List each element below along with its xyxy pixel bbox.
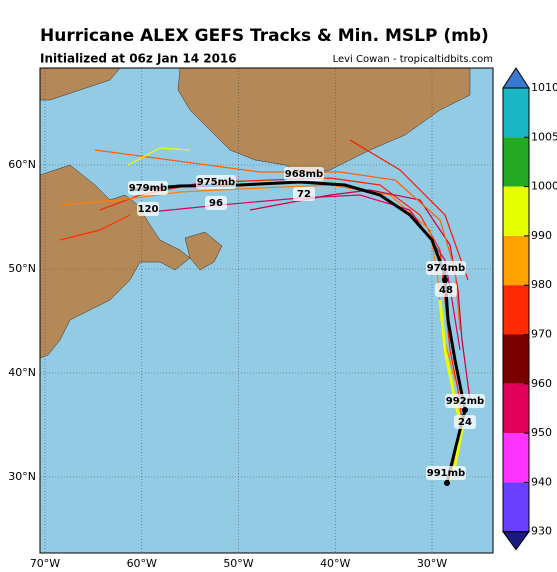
colorbar-label: 930 bbox=[531, 525, 552, 538]
colorbar-label: 970 bbox=[531, 328, 552, 341]
colorbar-segment bbox=[503, 433, 529, 483]
hour-label: 120 bbox=[138, 204, 159, 215]
title: Hurricane ALEX GEFS Tracks & Min. MSLP (… bbox=[40, 26, 489, 46]
colorbar-label: 960 bbox=[531, 377, 552, 390]
pressure-label: 991mb bbox=[427, 468, 465, 479]
lon-label: 30°W bbox=[417, 557, 447, 570]
colorbar-frame bbox=[502, 87, 530, 533]
label-box bbox=[454, 415, 476, 429]
colorbar-segment bbox=[503, 186, 529, 236]
lon-label: 50°W bbox=[223, 557, 253, 570]
colorbar-segment bbox=[503, 482, 529, 532]
lat-label: 60°N bbox=[8, 158, 36, 171]
label-box bbox=[205, 196, 227, 210]
colorbar-label: 980 bbox=[531, 278, 552, 291]
colorbar-label: 1010 bbox=[531, 81, 557, 94]
colorbar-arrow bbox=[502, 67, 530, 89]
lon-label: 40°W bbox=[320, 557, 350, 570]
pressure-label: 992mb bbox=[446, 396, 484, 407]
label-box bbox=[445, 394, 485, 408]
lon-label: 70°W bbox=[30, 557, 60, 570]
colorbar-segment bbox=[503, 285, 529, 335]
colorbar-arrow bbox=[502, 531, 530, 551]
colorbar-label: 950 bbox=[531, 426, 552, 439]
lat-label: 30°N bbox=[8, 470, 36, 483]
label-box bbox=[426, 261, 466, 275]
track-point bbox=[444, 480, 450, 486]
map-frame bbox=[39, 67, 494, 554]
subtitle: Initialized at 06z Jan 14 2016 bbox=[40, 52, 237, 66]
colorbar-segment bbox=[503, 235, 529, 286]
lon-label: 60°W bbox=[127, 557, 157, 570]
label-box bbox=[284, 167, 324, 181]
colorbar-segment bbox=[503, 383, 529, 434]
label-box bbox=[128, 181, 168, 195]
hour-label: 24 bbox=[458, 417, 472, 428]
pressure-label: 974mb bbox=[427, 263, 465, 274]
label-box bbox=[426, 466, 466, 480]
hour-label: 72 bbox=[297, 189, 311, 200]
credit: Levi Cowan - tropicaltidbits.com bbox=[333, 54, 493, 65]
colorbar-segment bbox=[503, 88, 529, 138]
colorbar-label: 1005 bbox=[531, 130, 557, 143]
hour-label: 48 bbox=[439, 285, 453, 296]
colorbar-segment bbox=[503, 137, 529, 187]
colorbar-label: 1000 bbox=[531, 180, 557, 193]
track-point bbox=[462, 407, 468, 413]
label-box bbox=[293, 187, 315, 201]
lat-label: 50°N bbox=[8, 262, 36, 275]
colorbar-segment bbox=[503, 334, 529, 384]
label-box bbox=[196, 175, 236, 189]
colorbar-label: 940 bbox=[531, 475, 552, 488]
pressure-label: 968mb bbox=[285, 169, 323, 180]
pressure-label: 979mb bbox=[129, 183, 167, 194]
track-point bbox=[442, 277, 448, 283]
lat-label: 40°N bbox=[8, 366, 36, 379]
label-box bbox=[435, 283, 457, 297]
pressure-label: 975mb bbox=[197, 177, 235, 188]
land bbox=[40, 68, 471, 359]
label-box bbox=[137, 202, 159, 216]
colorbar-label: 990 bbox=[531, 229, 552, 242]
hour-label: 96 bbox=[209, 198, 223, 209]
